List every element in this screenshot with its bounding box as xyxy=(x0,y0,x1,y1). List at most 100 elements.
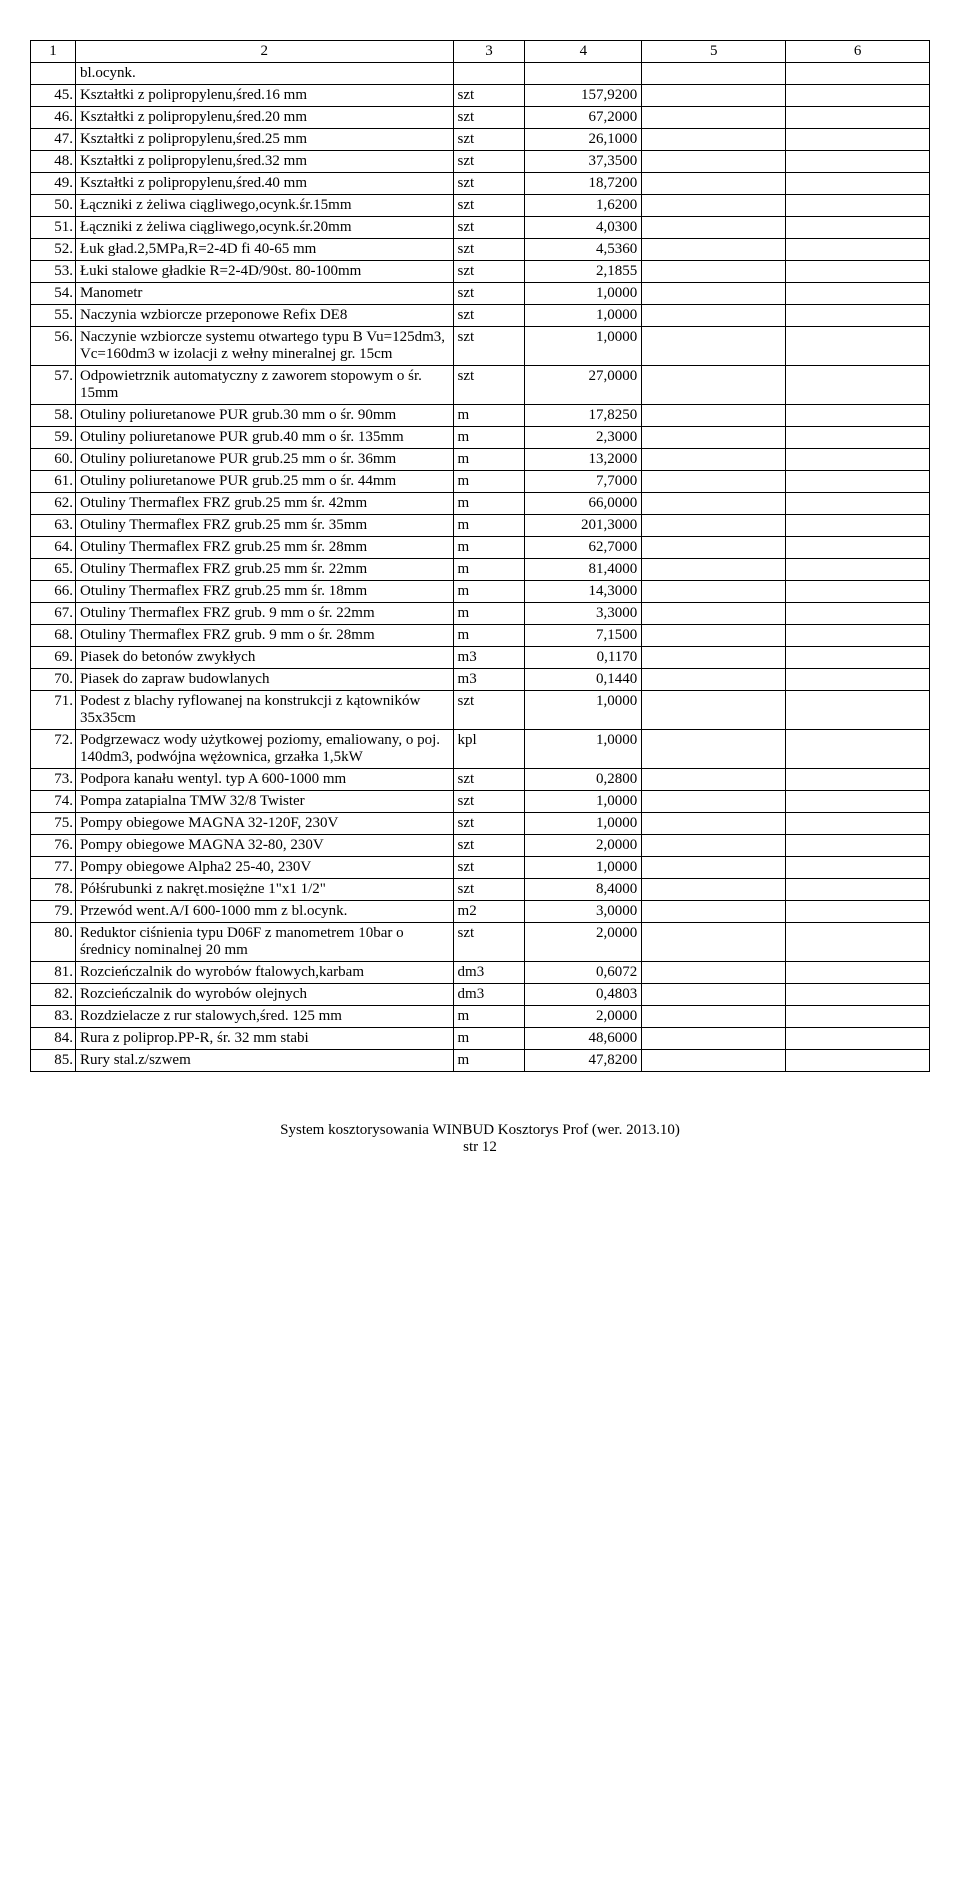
row-col5 xyxy=(642,173,786,195)
row-col5 xyxy=(642,239,786,261)
row-unit: szt xyxy=(453,85,525,107)
row-quantity: 2,1855 xyxy=(525,261,642,283)
row-col5 xyxy=(642,879,786,901)
row-quantity: 48,6000 xyxy=(525,1028,642,1050)
row-unit: szt xyxy=(453,366,525,405)
row-unit: m xyxy=(453,581,525,603)
row-col6 xyxy=(786,879,930,901)
row-number: 53. xyxy=(31,261,76,283)
row-col6 xyxy=(786,691,930,730)
row-quantity: 4,0300 xyxy=(525,217,642,239)
row-number: 45. xyxy=(31,85,76,107)
row-quantity: 157,9200 xyxy=(525,85,642,107)
table-row: 83.Rozdzielacze z rur stalowych,śred. 12… xyxy=(31,1006,930,1028)
row-col5 xyxy=(642,1028,786,1050)
row-col5 xyxy=(642,107,786,129)
row-col6 xyxy=(786,984,930,1006)
table-row: 50.Łączniki z żeliwa ciągliwego,ocynk.śr… xyxy=(31,195,930,217)
table-row: 48.Kształtki z polipropylenu,śred.32 mms… xyxy=(31,151,930,173)
row-description: Pompy obiegowe MAGNA 32-80, 230V xyxy=(75,835,453,857)
row-unit: m xyxy=(453,1006,525,1028)
row-quantity: 13,2000 xyxy=(525,449,642,471)
table-row: 64.Otuliny Thermaflex FRZ grub.25 mm śr.… xyxy=(31,537,930,559)
row-quantity: 2,0000 xyxy=(525,1006,642,1028)
row-col5 xyxy=(642,901,786,923)
row-description: Rozdzielacze z rur stalowych,śred. 125 m… xyxy=(75,1006,453,1028)
row-col5 xyxy=(642,515,786,537)
row-description: Podgrzewacz wody użytkowej poziomy, emal… xyxy=(75,730,453,769)
row-col6 xyxy=(786,647,930,669)
row-col6 xyxy=(786,129,930,151)
row-description: bl.ocynk. xyxy=(75,63,453,85)
row-quantity: 2,3000 xyxy=(525,427,642,449)
row-quantity: 1,0000 xyxy=(525,730,642,769)
row-description: Reduktor ciśnienia typu D06F z manometre… xyxy=(75,923,453,962)
row-col6 xyxy=(786,107,930,129)
row-col6 xyxy=(786,493,930,515)
row-quantity: 1,0000 xyxy=(525,813,642,835)
row-col5 xyxy=(642,603,786,625)
row-description: Otuliny poliuretanowe PUR grub.40 mm o ś… xyxy=(75,427,453,449)
table-row: 47.Kształtki z polipropylenu,śred.25 mms… xyxy=(31,129,930,151)
row-col5 xyxy=(642,283,786,305)
row-description: Kształtki z polipropylenu,śred.40 mm xyxy=(75,173,453,195)
row-col5 xyxy=(642,217,786,239)
row-unit xyxy=(453,63,525,85)
row-unit: m xyxy=(453,449,525,471)
row-unit: szt xyxy=(453,791,525,813)
row-col6 xyxy=(786,405,930,427)
row-col6 xyxy=(786,835,930,857)
row-number: 50. xyxy=(31,195,76,217)
table-row: bl.ocynk. xyxy=(31,63,930,85)
row-description: Łączniki z żeliwa ciągliwego,ocynk.śr.15… xyxy=(75,195,453,217)
row-col6 xyxy=(786,730,930,769)
row-col5 xyxy=(642,1050,786,1072)
row-quantity: 81,4000 xyxy=(525,559,642,581)
row-unit: m3 xyxy=(453,669,525,691)
row-col5 xyxy=(642,63,786,85)
table-row: 56.Naczynie wzbiorcze systemu otwartego … xyxy=(31,327,930,366)
row-description: Podpora kanału wentyl. typ A 600-1000 mm xyxy=(75,769,453,791)
row-quantity: 66,0000 xyxy=(525,493,642,515)
row-description: Otuliny Thermaflex FRZ grub. 9 mm o śr. … xyxy=(75,603,453,625)
row-col5 xyxy=(642,813,786,835)
row-quantity: 27,0000 xyxy=(525,366,642,405)
row-description: Rura z poliprop.PP-R, śr. 32 mm stabi xyxy=(75,1028,453,1050)
table-row: 59.Otuliny poliuretanowe PUR grub.40 mm … xyxy=(31,427,930,449)
row-number: 70. xyxy=(31,669,76,691)
table-row: 76.Pompy obiegowe MAGNA 32-80, 230Vszt2,… xyxy=(31,835,930,857)
row-description: Rozcieńczalnik do wyrobów olejnych xyxy=(75,984,453,1006)
table-row: 73.Podpora kanału wentyl. typ A 600-1000… xyxy=(31,769,930,791)
row-quantity: 3,0000 xyxy=(525,901,642,923)
row-unit: szt xyxy=(453,879,525,901)
row-description: Otuliny Thermaflex FRZ grub. 9 mm o śr. … xyxy=(75,625,453,647)
row-number: 59. xyxy=(31,427,76,449)
row-description: Kształtki z polipropylenu,śred.32 mm xyxy=(75,151,453,173)
row-quantity: 8,4000 xyxy=(525,879,642,901)
row-col5 xyxy=(642,625,786,647)
row-unit: m xyxy=(453,405,525,427)
row-number: 48. xyxy=(31,151,76,173)
row-number: 76. xyxy=(31,835,76,857)
row-number: 73. xyxy=(31,769,76,791)
row-description: Podest z blachy ryflowanej na konstrukcj… xyxy=(75,691,453,730)
row-quantity: 1,0000 xyxy=(525,791,642,813)
row-number: 77. xyxy=(31,857,76,879)
table-row: 49.Kształtki z polipropylenu,śred.40 mms… xyxy=(31,173,930,195)
row-quantity: 1,0000 xyxy=(525,691,642,730)
table-row: 72.Podgrzewacz wody użytkowej poziomy, e… xyxy=(31,730,930,769)
row-quantity xyxy=(525,63,642,85)
row-quantity: 201,3000 xyxy=(525,515,642,537)
row-description: Manometr xyxy=(75,283,453,305)
row-number: 84. xyxy=(31,1028,76,1050)
row-unit: szt xyxy=(453,835,525,857)
col-6-header: 6 xyxy=(786,41,930,63)
row-col5 xyxy=(642,427,786,449)
table-row: 74.Pompa zatapialna TMW 32/8 Twisterszt1… xyxy=(31,791,930,813)
row-number: 75. xyxy=(31,813,76,835)
row-quantity: 1,0000 xyxy=(525,305,642,327)
row-unit: m xyxy=(453,515,525,537)
table-row: 65.Otuliny Thermaflex FRZ grub.25 mm śr.… xyxy=(31,559,930,581)
col-5-header: 5 xyxy=(642,41,786,63)
row-number: 74. xyxy=(31,791,76,813)
